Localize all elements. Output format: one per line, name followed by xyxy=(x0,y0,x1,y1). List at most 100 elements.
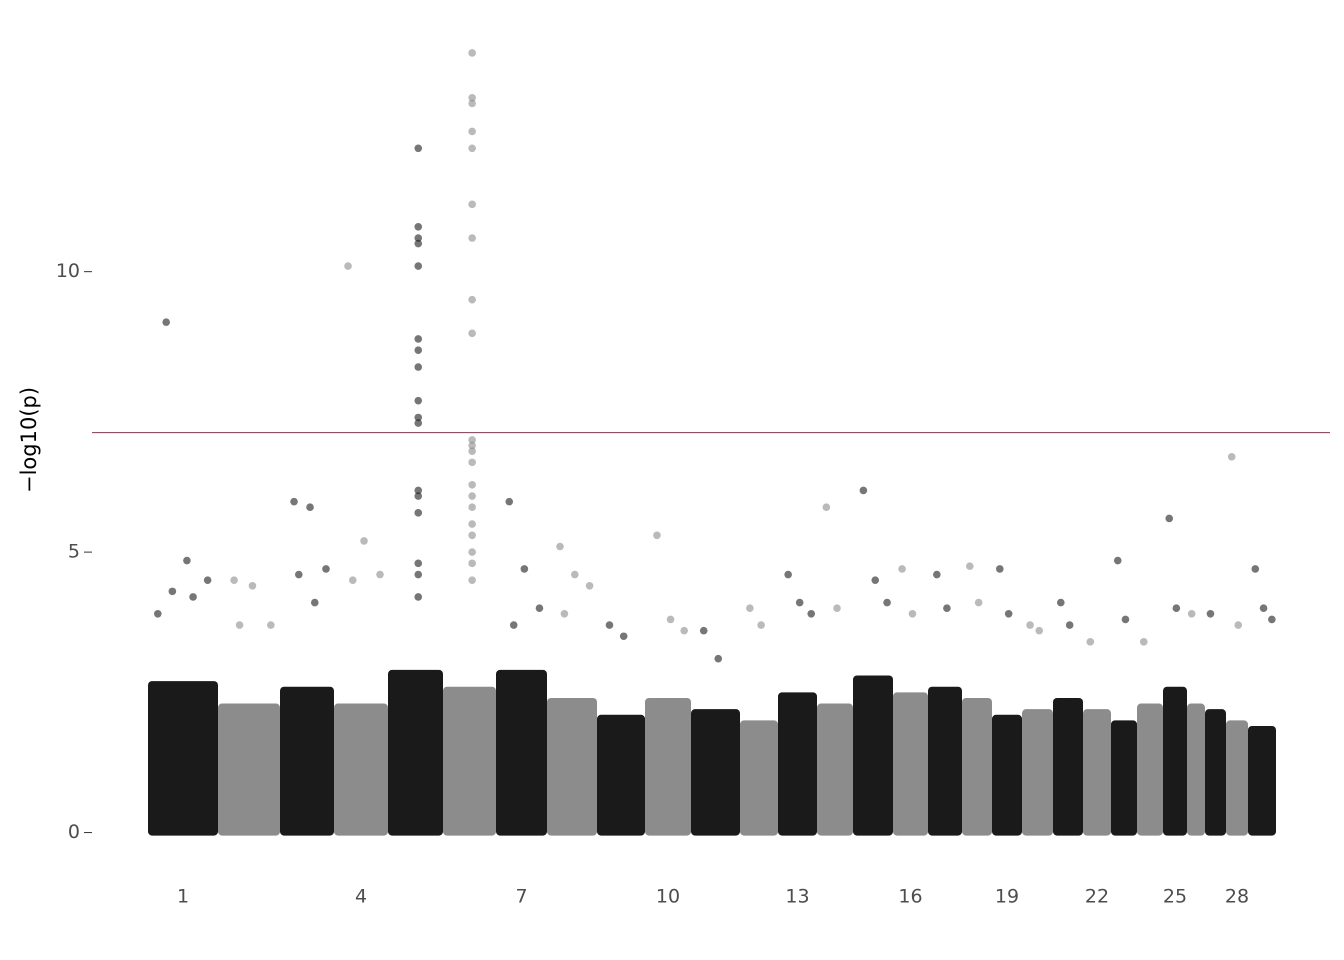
snp-point xyxy=(468,492,476,500)
snp-band xyxy=(443,686,496,836)
x-tick-label: 22 xyxy=(1085,886,1109,908)
y-tick-label: 10 xyxy=(56,260,80,282)
y-axis-label: −log10(p) xyxy=(17,387,41,493)
snp-band xyxy=(928,686,962,836)
snp-point xyxy=(468,441,476,450)
snp-band xyxy=(962,697,992,836)
snp-point xyxy=(822,503,831,512)
snp-band xyxy=(280,686,334,836)
snp-band xyxy=(1137,703,1163,836)
snp-band xyxy=(388,669,443,836)
snp-point xyxy=(833,604,841,613)
snp-band xyxy=(992,714,1022,836)
snp-band xyxy=(218,703,280,836)
snp-point xyxy=(162,318,170,326)
snp-point xyxy=(784,570,792,579)
snp-point xyxy=(468,503,476,512)
y-tick-label: 5 xyxy=(68,541,80,563)
snp-point xyxy=(468,447,476,455)
snp-point xyxy=(1004,610,1013,618)
snp-point xyxy=(757,621,765,629)
snp-point xyxy=(322,565,330,573)
snp-band xyxy=(893,692,928,836)
snp-point xyxy=(203,576,212,584)
snp-point xyxy=(468,559,476,568)
snp-point xyxy=(1026,621,1034,629)
snp-point xyxy=(267,621,275,629)
snp-band xyxy=(1163,686,1187,836)
snp-point xyxy=(168,587,177,596)
snp-point xyxy=(1234,621,1243,629)
snp-point xyxy=(535,604,544,613)
snp-point xyxy=(1268,615,1276,624)
snp-point xyxy=(468,458,476,467)
snp-point xyxy=(414,419,423,427)
snp-point xyxy=(585,581,594,590)
snp-point xyxy=(294,570,303,579)
snp-band xyxy=(547,697,597,836)
snp-point xyxy=(414,262,423,270)
snp-point xyxy=(468,200,476,209)
snp-band xyxy=(691,709,740,836)
snp-point xyxy=(310,598,319,607)
snp-point xyxy=(680,626,688,635)
snp-band xyxy=(148,681,218,836)
snp-point xyxy=(348,576,357,584)
snp-point xyxy=(795,598,804,607)
snp-point xyxy=(414,239,423,248)
snp-point xyxy=(1206,610,1215,618)
x-tick-label: 25 xyxy=(1163,886,1187,908)
snp-point xyxy=(468,520,476,528)
snp-point xyxy=(468,99,476,108)
snp-point xyxy=(248,581,257,590)
y-tick-label: 0 xyxy=(68,821,80,843)
snp-band xyxy=(817,703,853,836)
snp-point xyxy=(468,127,476,136)
snp-point xyxy=(468,436,476,444)
snp-point xyxy=(714,654,723,663)
snp-point xyxy=(414,346,423,354)
snp-point xyxy=(414,559,423,568)
snp-point xyxy=(859,486,868,495)
snp-band xyxy=(1226,720,1248,836)
snp-point xyxy=(376,570,384,579)
snp-point xyxy=(520,565,529,573)
snp-band xyxy=(1022,709,1053,836)
snp-point xyxy=(699,626,708,635)
x-tick-label: 4 xyxy=(355,886,367,908)
snp-point xyxy=(414,234,423,242)
snp-point xyxy=(468,548,476,556)
snp-point xyxy=(571,570,579,579)
snp-point xyxy=(1035,626,1044,635)
snp-point xyxy=(974,598,983,607)
snp-point xyxy=(898,565,906,573)
snp-point xyxy=(414,396,423,405)
snp-point xyxy=(1259,604,1268,613)
snp-point xyxy=(468,49,476,57)
snp-band xyxy=(1205,709,1226,836)
snp-point xyxy=(414,413,423,422)
snp-point xyxy=(1172,604,1181,613)
snp-band xyxy=(1053,697,1083,836)
snp-point xyxy=(560,610,569,618)
snp-point xyxy=(360,537,368,545)
snp-band xyxy=(645,697,691,836)
snp-point xyxy=(414,222,423,231)
snp-point xyxy=(468,295,476,304)
snp-point xyxy=(505,497,514,506)
snp-point xyxy=(230,576,238,584)
snp-point xyxy=(468,234,476,242)
snp-point xyxy=(154,610,162,618)
snp-band xyxy=(1111,720,1137,836)
snp-point xyxy=(414,593,423,601)
snp-point xyxy=(1065,621,1074,629)
snp-point xyxy=(344,262,352,270)
snp-point xyxy=(1113,556,1122,565)
snp-point xyxy=(966,562,974,570)
snp-point xyxy=(290,497,298,506)
snp-point xyxy=(183,556,191,565)
x-tick-label: 13 xyxy=(785,886,809,908)
snp-point xyxy=(1086,638,1095,646)
snp-point xyxy=(746,604,754,613)
